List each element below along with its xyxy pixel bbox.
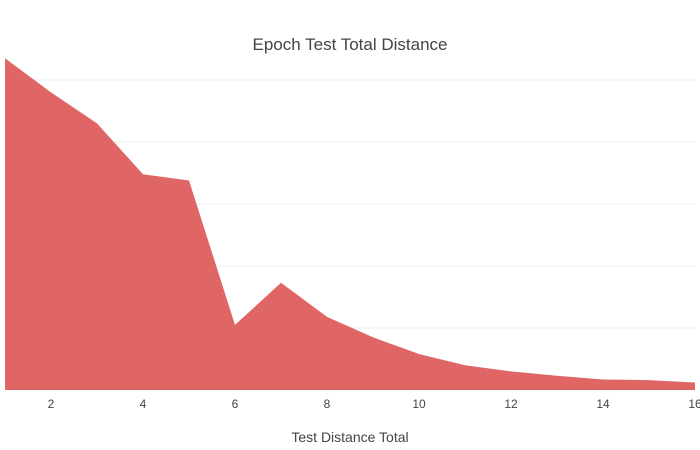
- chart-title: Epoch Test Total Distance: [253, 35, 448, 54]
- x-tick-label: 4: [140, 397, 147, 411]
- x-tick-label: 16: [688, 397, 700, 411]
- x-tick-label: 2: [48, 397, 55, 411]
- x-tick-label: 6: [232, 397, 239, 411]
- x-axis-title: Test Distance Total: [291, 429, 408, 445]
- area-series: [5, 58, 695, 391]
- x-tick-label: 12: [504, 397, 518, 411]
- x-tick-label: 14: [596, 397, 610, 411]
- x-tick-label: 8: [324, 397, 331, 411]
- x-tick-label: 10: [412, 397, 426, 411]
- series-layer: [5, 58, 695, 391]
- x-axis-ticks: 2 4 6 8 10 12 14 16: [48, 397, 700, 411]
